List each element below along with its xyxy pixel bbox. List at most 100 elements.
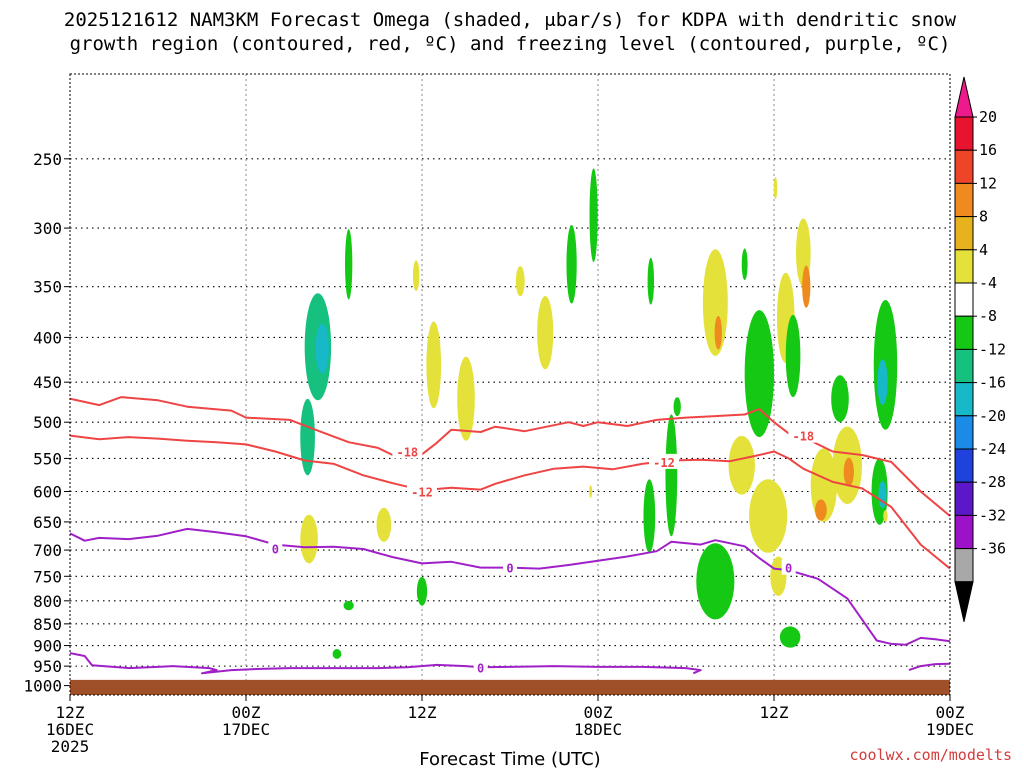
colorbar-segment [954, 415, 974, 450]
omega-shaded-region [741, 248, 748, 281]
colorbar-label: 20 [979, 108, 997, 126]
ground-fill [70, 679, 950, 695]
contour-label-bg [407, 483, 437, 499]
x-tick-label: 16DEC [46, 720, 94, 739]
omega-shaded-region [744, 310, 774, 438]
omega-shaded-region [878, 481, 887, 509]
x-tick-label: 12Z [56, 703, 85, 722]
contour--12C [70, 434, 950, 570]
omega-shaded-region [300, 514, 318, 564]
x-tick-label: 19DEC [926, 720, 974, 739]
omega-shaded-region [779, 626, 801, 648]
contour-0C-low [70, 652, 702, 675]
contour-label: -18 [396, 445, 418, 459]
omega-shaded-region [831, 375, 849, 423]
colorbar-label: -24 [979, 440, 1006, 458]
colorbar-segment [954, 548, 974, 583]
omega-shaded-region [343, 600, 354, 611]
omega-shaded-region [315, 323, 329, 374]
contour-0C [70, 527, 950, 646]
omega-shaded-region [566, 224, 577, 304]
omega-shading-layer [300, 168, 898, 659]
y-tick-label: 350 [33, 278, 62, 297]
y-tick-label: 250 [33, 150, 62, 169]
colorbar-segment [954, 514, 974, 550]
omega-shaded-region [877, 359, 888, 406]
x-axis-label: Forecast Time (UTC) [419, 749, 600, 768]
colorbar-label: -20 [979, 407, 1006, 425]
contour-label-bg [503, 559, 517, 575]
y-axis: 250 300 350 400 450 500 550 600 650 700 750 800 850 9… [23, 150, 70, 696]
omega-shaded-region [696, 543, 735, 620]
colorbar-bottom-arrow [954, 581, 974, 622]
colorbar-segment [954, 216, 974, 251]
x-tick-label: 00Z [936, 703, 965, 722]
omega-shaded-region [773, 176, 778, 200]
x-tick-label: 00Z [232, 703, 261, 722]
omega-shaded-region [332, 649, 342, 659]
y-tick-label: 700 [33, 541, 62, 560]
colorbar-segment [954, 116, 974, 151]
contour-label: 0 [785, 562, 792, 576]
plot-frame [69, 73, 951, 696]
x-tick-label: 18DEC [574, 720, 622, 739]
colorbar-segment [954, 282, 974, 317]
y-tick-label: 500 [33, 413, 62, 432]
contour-label-bg [473, 659, 488, 675]
contour-label-bg [268, 540, 283, 556]
omega-shaded-region [376, 507, 392, 542]
contour-layer: -18 -18 -12 -12 0 0 0 0 [70, 396, 950, 675]
omega-shaded-region [537, 295, 554, 370]
contour-label-bg [392, 443, 423, 459]
contour-label: -12 [653, 456, 675, 470]
omega-shaded-region [673, 397, 681, 417]
y-tick-label: 850 [33, 615, 62, 634]
colorbar-label: 8 [979, 208, 988, 226]
y-tick-label: 600 [33, 482, 62, 501]
colorbar-label: -4 [979, 274, 997, 292]
contour-label-bg [781, 559, 796, 575]
y-tick-label: 900 [33, 637, 62, 656]
colorbar-segment [954, 448, 974, 483]
omega-shaded-region [412, 260, 420, 291]
x-tick-label: 2025 [51, 737, 90, 756]
colorbar-label: -12 [979, 340, 1006, 358]
x-tick-label: 12Z [760, 703, 789, 722]
y-tick-label: 550 [33, 449, 62, 468]
y-tick-label: 1000 [23, 677, 62, 696]
omega-shaded-region [728, 435, 755, 495]
contour-label: 0 [506, 562, 513, 576]
y-tick-label: 950 [33, 657, 62, 676]
colorbar-label: 12 [979, 174, 997, 192]
omega-shaded-region [589, 485, 593, 498]
colorbar-segment [954, 382, 974, 417]
contour-label: 0 [477, 661, 484, 675]
contour-label-bg [649, 453, 679, 469]
colorbar-label: -28 [979, 473, 1006, 491]
omega-shaded-region [785, 314, 801, 398]
x-tick-label: 17DEC [222, 720, 270, 739]
colorbar-label: 4 [979, 241, 988, 259]
colorbar: 20 16 12 8 4 -4 -8 -12 -16 -20 -24 -28 -32 -36 [954, 76, 1006, 622]
contour-label: -18 [792, 430, 814, 444]
colorbar-segment [954, 481, 974, 516]
contour-0C-right [908, 662, 950, 672]
colorbar-label: -36 [979, 540, 1006, 558]
colorbar-top-arrow [954, 76, 974, 118]
y-tick-label: 450 [33, 373, 62, 392]
omega-shaded-region [300, 398, 315, 476]
chart-title-line-2: growth region (contoured, red, ºC) and f… [70, 33, 951, 55]
colorbar-label: 16 [979, 141, 997, 159]
colorbar-segment [954, 149, 974, 184]
y-tick-label: 650 [33, 513, 62, 532]
omega-shaded-region [416, 576, 428, 606]
x-tick-label: 00Z [584, 703, 613, 722]
omega-shaded-region [843, 457, 854, 487]
omega-shaded-region [647, 257, 655, 305]
y-tick-label: 400 [33, 328, 62, 347]
plot-area: -18 -18 -12 -12 0 0 0 0 [69, 73, 951, 696]
colorbar-label: -16 [979, 374, 1006, 392]
x-tick-label: 12Z [408, 703, 437, 722]
